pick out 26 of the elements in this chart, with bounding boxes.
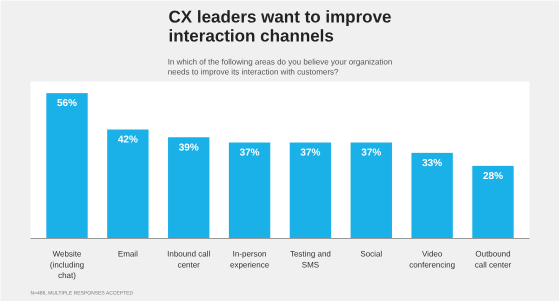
- data-label: 39%: [178, 142, 199, 154]
- x-tick-label: Video conferencing: [409, 250, 456, 270]
- x-tick-label: In-person experience: [230, 250, 270, 270]
- bar: [168, 137, 210, 238]
- bar: [46, 93, 88, 238]
- data-label: 37%: [361, 147, 382, 158]
- x-tick-label: Website (including chat): [50, 250, 84, 280]
- bar: [228, 142, 270, 238]
- bar: [350, 142, 392, 238]
- data-label: 37%: [300, 147, 321, 158]
- data-label: 37%: [240, 147, 260, 158]
- x-tick-label: Inbound call center: [167, 250, 211, 270]
- x-tick-label: Social: [360, 250, 382, 258]
- data-label: 28%: [482, 170, 504, 182]
- chart-title: CX leaders want to improve interaction channels: [168, 8, 392, 46]
- x-tick-label: Email: [118, 250, 138, 258]
- x-tick-label: Outbound call center: [474, 250, 512, 270]
- bar: [107, 129, 149, 238]
- data-label: 42%: [118, 134, 138, 146]
- x-tick-label: Testing and SMS: [290, 250, 331, 270]
- data-label: 33%: [422, 158, 442, 169]
- chart-subtitle: In which of the following areas do you believe your organization needs to improve its interaction with customers?: [168, 58, 392, 76]
- bar: [411, 152, 453, 238]
- bar: [290, 142, 332, 238]
- data-label: 56%: [57, 98, 78, 110]
- bar: [472, 166, 514, 238]
